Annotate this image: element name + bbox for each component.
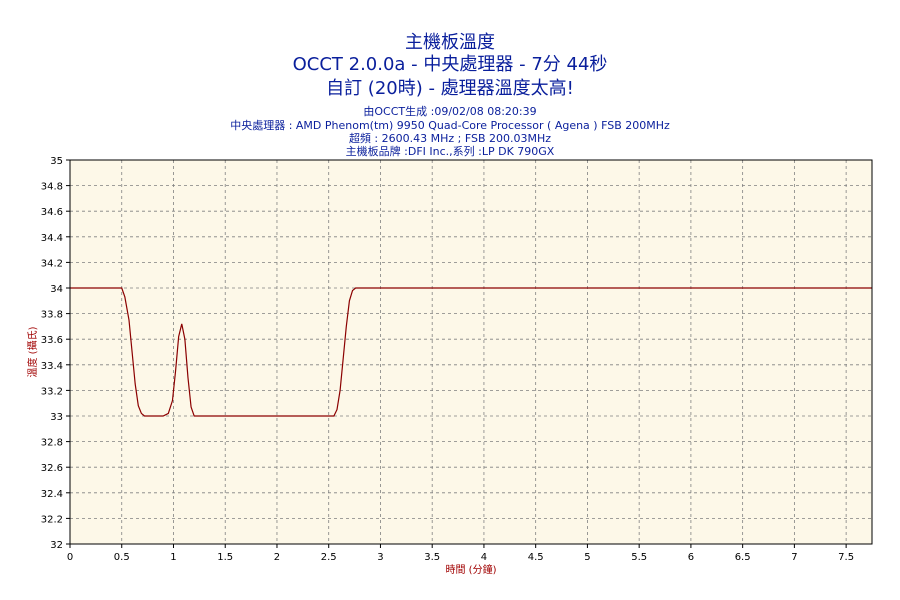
y-tick-label: 34 bbox=[50, 284, 63, 295]
x-axis-label: 時間 (分鐘) bbox=[446, 563, 497, 576]
y-tick-label: 32.6 bbox=[41, 463, 63, 474]
y-tick-label: 32 bbox=[50, 540, 63, 551]
x-tick-label: 1 bbox=[170, 552, 176, 563]
chart-title-line-3: 自訂 (20時) - 處理器溫度太高! bbox=[326, 78, 574, 99]
x-tick-label: 4 bbox=[481, 552, 487, 563]
overclock-info: 超頻 : 2600.43 MHz ; FSB 200.03MHz bbox=[348, 132, 552, 145]
y-tick-label: 33.8 bbox=[41, 310, 63, 321]
x-tick-label: 3.5 bbox=[424, 552, 440, 563]
x-tick-label: 1.5 bbox=[217, 552, 233, 563]
y-tick-label: 34.8 bbox=[41, 182, 63, 193]
y-tick-label: 32.8 bbox=[41, 438, 63, 449]
y-tick-label: 32.4 bbox=[41, 489, 63, 500]
plot-frame bbox=[69, 159, 873, 545]
y-tick-label: 34.6 bbox=[41, 207, 63, 218]
x-tick-label: 2.5 bbox=[321, 552, 337, 563]
motherboard-info: 主機板品牌 :DFI Inc.,系列 :LP DK 790GX bbox=[345, 145, 555, 158]
x-tick-label: 7 bbox=[791, 552, 797, 563]
y-axis-label: 溫度 (攝氏) bbox=[26, 326, 39, 377]
x-tick-label: 0 bbox=[67, 552, 73, 563]
plot-area bbox=[70, 160, 872, 544]
x-tick-label: 4.5 bbox=[528, 552, 544, 563]
y-tick-label: 32.2 bbox=[41, 514, 63, 525]
generated-info: 由OCCT生成 :09/02/08 08:20:39 bbox=[363, 105, 537, 118]
x-tick-label: 5.5 bbox=[631, 552, 647, 563]
x-tick-label: 6.5 bbox=[735, 552, 751, 563]
y-tick-label: 33.4 bbox=[41, 361, 63, 372]
x-tick-label: 2 bbox=[274, 552, 280, 563]
x-tick-label: 7.5 bbox=[838, 552, 854, 563]
y-tick-label: 35 bbox=[50, 156, 63, 167]
y-tick-label: 33.2 bbox=[41, 386, 63, 397]
y-tick-label: 33.6 bbox=[41, 335, 63, 346]
x-tick-label: 3 bbox=[377, 552, 383, 563]
y-tick-label: 34.4 bbox=[41, 233, 63, 244]
x-tick-label: 5 bbox=[584, 552, 590, 563]
axis-ticks: 0 0.5 1 1.5 2 2.5 3 3.5 4 4.5 5 5.5 6 6.5 7 7.5 32 32.2 32… bbox=[41, 156, 854, 563]
cpu-info: 中央處理器 : AMD Phenom(tm) 9950 Quad-Core Pr… bbox=[230, 119, 670, 132]
y-tick-label: 33 bbox=[50, 412, 63, 423]
x-tick-label: 6 bbox=[688, 552, 694, 563]
y-tick-label: 34.2 bbox=[41, 258, 63, 269]
chart-title: 主機板溫度 bbox=[405, 32, 495, 53]
chart-title-line-2: OCCT 2.0.0a - 中央處理器 - 7分 44秒 bbox=[292, 54, 608, 75]
temperature-series-line bbox=[70, 287, 872, 417]
x-tick-label: 0.5 bbox=[114, 552, 130, 563]
